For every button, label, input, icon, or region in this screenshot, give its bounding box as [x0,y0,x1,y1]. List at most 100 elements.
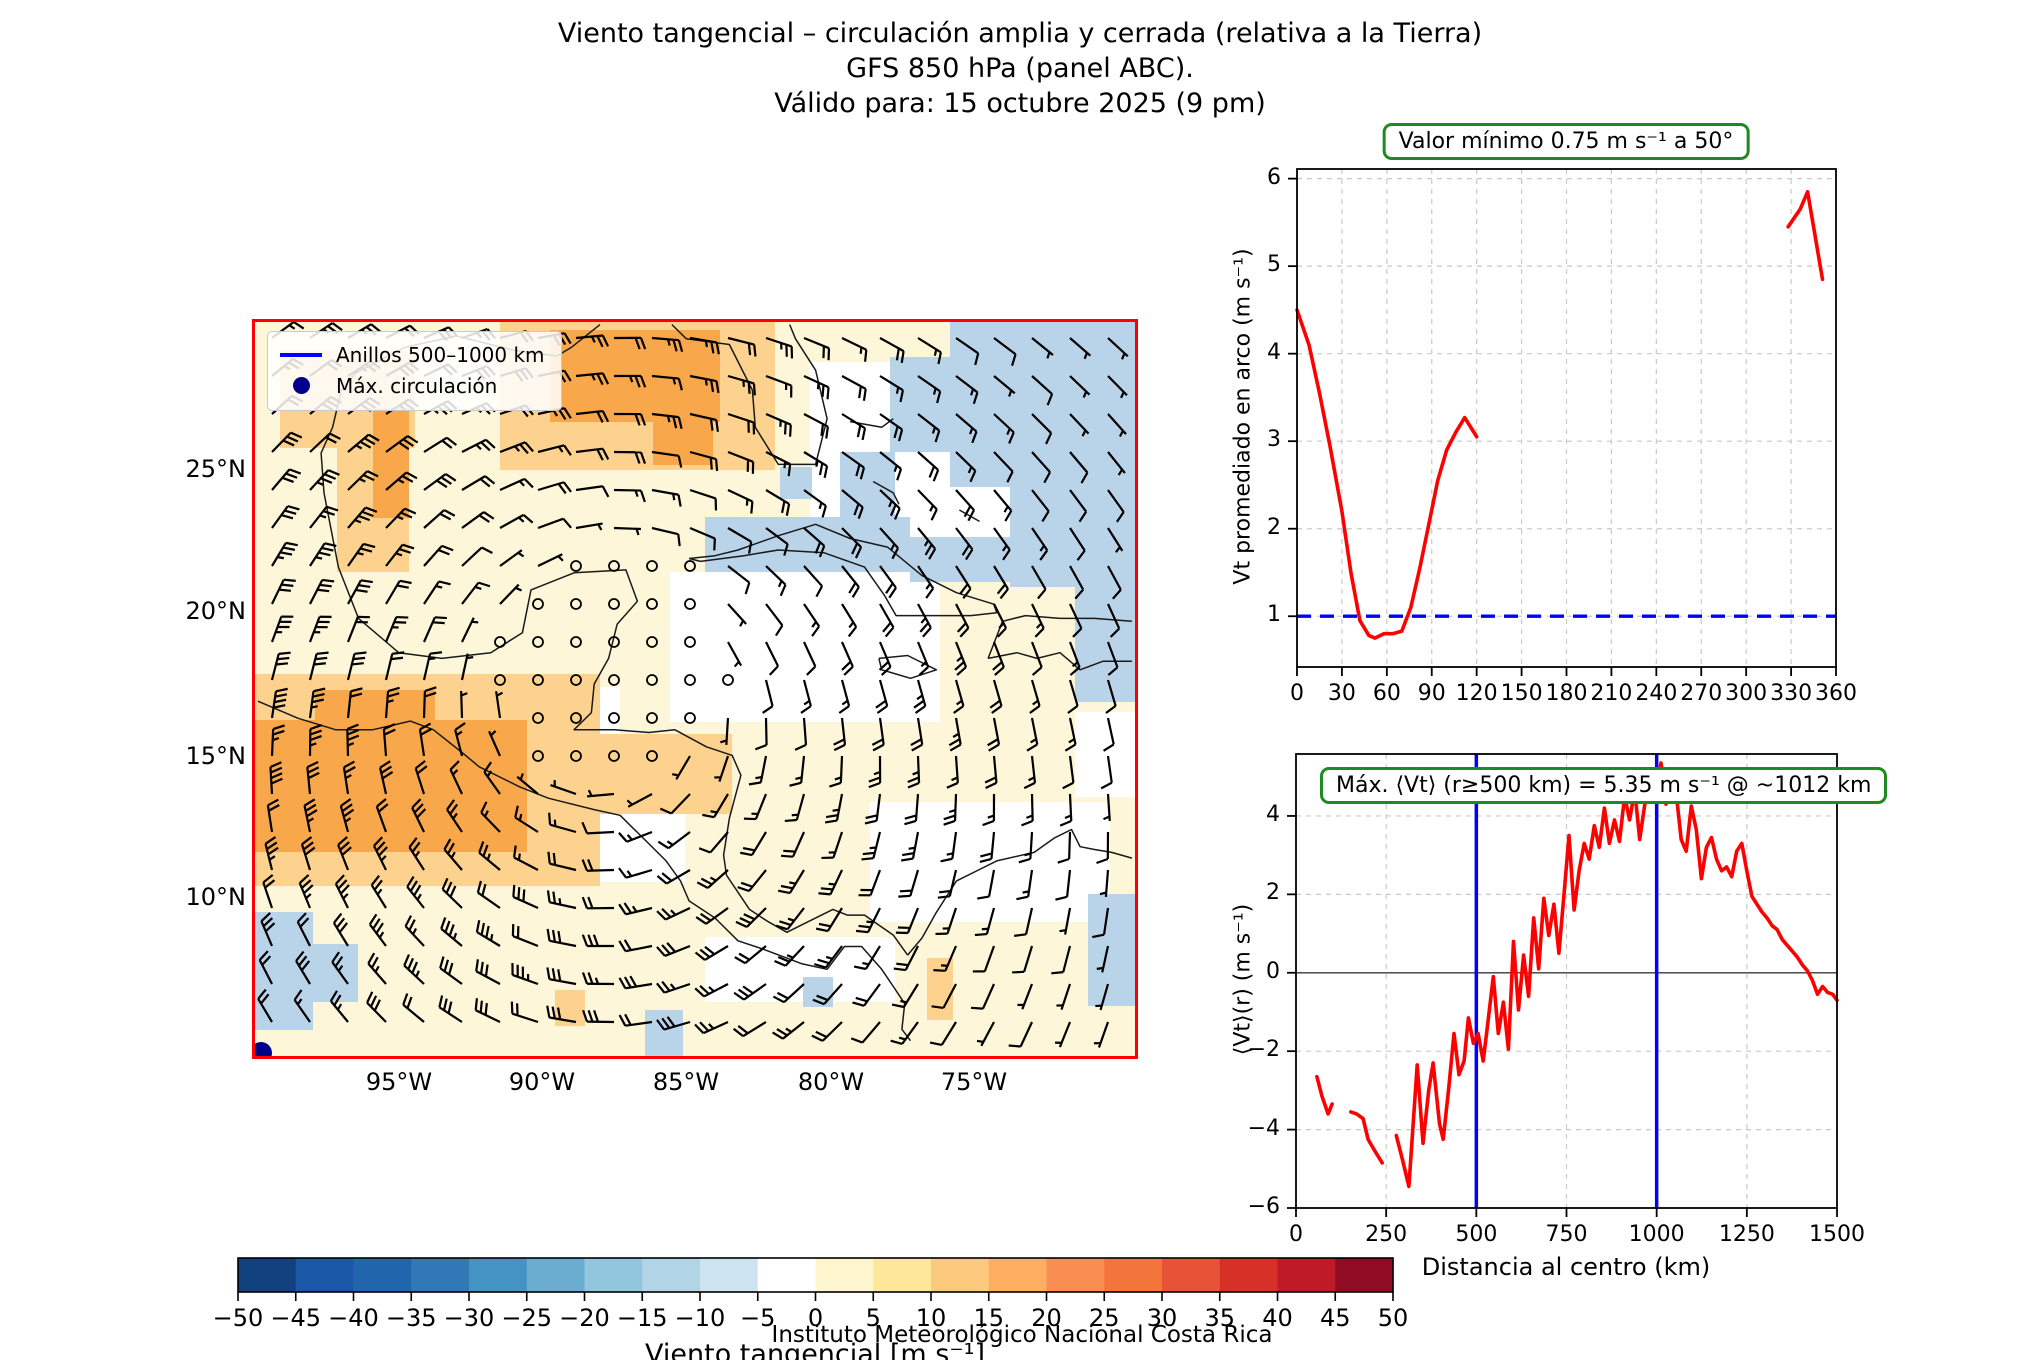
barb-full [970,1006,984,1010]
barb-full [1096,857,1109,865]
shaded-cell [645,1010,683,1056]
barb-full [737,1024,749,1035]
barb-staff [1030,641,1043,668]
barb-full [747,343,752,356]
barb-full [1115,511,1125,523]
barb-staff [1102,907,1110,935]
barb-full [853,503,860,516]
barb-full [710,379,715,393]
barb-half [1117,468,1124,476]
x-tick-label: 360 [1815,681,1857,706]
barb-full [558,408,567,421]
colorbar-tick-label: 40 [1262,1304,1293,1332]
colorbar-tick-label: −40 [328,1304,379,1332]
barb-full [924,544,933,556]
barb-full [1055,895,1068,901]
annotation-min-value: Valor mínimo 0.75 m s⁻¹ a 50° [1382,123,1750,160]
barb-half [484,810,489,818]
barb-full [366,470,379,478]
barb-full [369,995,378,1008]
barb-half [967,466,973,474]
barb-full [299,917,310,928]
barb-staff [1031,565,1047,590]
barb-half [319,514,327,519]
barb-half [828,882,836,886]
barb-full [293,322,305,330]
barb-full [656,910,667,921]
x-tick-label: 270 [1680,681,1723,706]
barb-full [475,920,481,933]
x-tick-label: 330 [1770,681,1813,706]
barb-half [666,840,674,846]
barb-full [639,451,647,464]
barb-full [882,621,892,633]
barb-full [1029,705,1041,714]
barb-full [446,799,455,811]
barb-half [268,855,276,861]
barb-full [282,546,296,551]
colorbar-tick-label: −5 [740,1304,776,1332]
barb-full [987,738,999,747]
barb-full [402,543,415,550]
barb-full [478,581,491,588]
barb-full [363,437,376,446]
barb-full [811,625,821,637]
coastline [959,509,980,523]
barb-full [355,588,368,593]
barb-full [980,852,993,858]
barb-half [428,657,436,661]
barb-full [341,803,353,813]
barb-full [1026,743,1038,752]
barb-full [287,505,300,511]
barb-full [914,705,926,714]
barb-half [669,983,676,990]
shaded-cell [255,720,527,852]
barb-staff [1069,375,1091,396]
barb-half [933,349,938,356]
barb-full [1102,743,1115,752]
barb-full [478,514,490,523]
barb-full [331,951,340,963]
lon-tick-label: 85°W [652,1068,720,1096]
barb-full [439,512,452,521]
barb-full [982,819,995,827]
barb-full [309,729,322,736]
x-tick-label: 210 [1590,681,1633,706]
barb-half [490,730,497,737]
barb-full [334,956,344,968]
barb-full [581,896,589,909]
barb-full [623,902,633,914]
x-tick-label: 30 [1327,681,1356,706]
barb-full [556,1007,562,1020]
barb-half [515,586,523,592]
barb-half [1028,776,1035,782]
barb-full [392,651,405,655]
legend-ring-label: Anillos 500–1000 km [336,342,545,367]
barb-half [785,1027,793,1033]
barb-full [991,705,1003,714]
y-tick-label: 5 [1267,252,1281,278]
barb-full [732,1027,744,1038]
barb-staff [861,1021,881,1044]
barb-full [789,781,802,787]
barb-full [408,837,418,848]
barb-full [677,416,683,430]
barb-full [432,621,445,625]
lat-tick-label: 25°N [185,455,247,483]
colorbar [237,1257,1394,1301]
barb-staff [461,546,483,567]
barb-full [587,859,594,871]
barb-full [420,728,432,736]
barb-staff [765,641,780,667]
barb-half [435,585,443,589]
title-line-1: Viento tangencial – circulación amplia y… [557,18,1483,49]
barb-full [922,627,932,638]
barb-full [596,411,604,423]
barb-full [639,337,647,350]
barb-half [305,893,312,900]
barb-full [343,808,355,818]
barb-half [898,1036,906,1041]
barb-full [442,998,448,1011]
barb-full [411,841,421,853]
